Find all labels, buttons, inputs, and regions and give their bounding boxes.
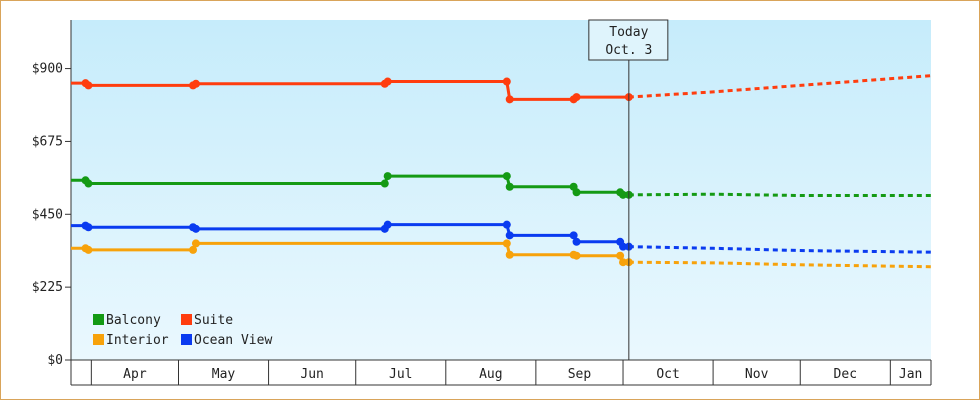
forecast-line-interior xyxy=(628,260,932,269)
forecast-line-ocean-view xyxy=(628,245,932,254)
y-tick-label: $900 xyxy=(32,62,63,77)
month-label-jul: Jul xyxy=(389,367,412,382)
today-marker: Today Oct. 3 xyxy=(588,19,669,360)
data-point xyxy=(84,245,93,254)
legend: Balcony Suite Interior Ocean View xyxy=(93,313,272,348)
data-point xyxy=(383,77,392,86)
data-point xyxy=(572,237,581,246)
data-point xyxy=(383,220,392,229)
month-label-apr: Apr xyxy=(123,367,147,382)
month-label-jan: Jan xyxy=(899,367,922,382)
series-balcony xyxy=(71,172,931,199)
series-layer xyxy=(71,74,932,269)
data-point xyxy=(505,182,514,191)
y-tick-label: $0 xyxy=(47,353,63,368)
data-point xyxy=(84,81,93,90)
data-point xyxy=(84,223,93,232)
legend-label-suite: Suite xyxy=(194,313,233,328)
data-point xyxy=(502,77,511,86)
data-point xyxy=(380,179,389,188)
today-label: Today xyxy=(609,25,648,40)
month-label-oct: Oct xyxy=(656,367,679,382)
axes: $0 $225 $450 $675 $900 Apr May Jun Jul Aug Sep Oct N… xyxy=(32,20,932,386)
data-point xyxy=(572,93,581,102)
legend-label-interior: Interior xyxy=(106,333,169,348)
data-point xyxy=(505,95,514,104)
data-point xyxy=(383,172,392,181)
data-point xyxy=(616,251,625,260)
data-point xyxy=(572,251,581,260)
series-interior xyxy=(71,239,932,269)
data-point xyxy=(502,172,511,181)
today-box xyxy=(588,19,669,61)
data-point xyxy=(189,245,198,254)
plot-area xyxy=(71,20,931,360)
legend-swatch-interior xyxy=(93,334,104,345)
series-line-balcony xyxy=(71,174,629,197)
data-point xyxy=(191,224,200,233)
series-line-ocean-view xyxy=(71,223,629,249)
month-label-may: May xyxy=(212,367,236,382)
series-ocean-view xyxy=(71,220,932,254)
data-point xyxy=(191,79,200,88)
data-point xyxy=(572,188,581,197)
y-tick-label: $225 xyxy=(32,280,63,295)
data-point xyxy=(619,242,628,251)
legend-label-balcony: Balcony xyxy=(106,313,161,328)
month-label-sep: Sep xyxy=(568,367,592,382)
y-tick-label: $675 xyxy=(32,134,63,149)
data-point xyxy=(619,258,628,267)
data-point xyxy=(191,239,200,248)
legend-label-ocean-view: Ocean View xyxy=(194,333,272,348)
today-date: Oct. 3 xyxy=(605,43,652,58)
legend-swatch-balcony xyxy=(93,314,104,325)
month-label-dec: Dec xyxy=(834,367,857,382)
legend-swatch-suite xyxy=(181,314,192,325)
forecast-line-suite xyxy=(628,74,932,99)
forecast-line-balcony xyxy=(628,192,931,198)
data-point xyxy=(619,190,628,199)
data-point xyxy=(505,250,514,259)
data-point xyxy=(502,239,511,248)
series-suite xyxy=(71,74,932,104)
data-point xyxy=(569,231,578,240)
month-label-aug: Aug xyxy=(479,367,502,382)
data-point xyxy=(84,179,93,188)
y-tick-label: $450 xyxy=(32,207,63,222)
data-point xyxy=(505,231,514,240)
month-label-nov: Nov xyxy=(745,367,769,382)
month-label-jun: Jun xyxy=(300,367,323,382)
legend-swatch-ocean-view xyxy=(181,334,192,345)
data-point xyxy=(502,220,511,229)
